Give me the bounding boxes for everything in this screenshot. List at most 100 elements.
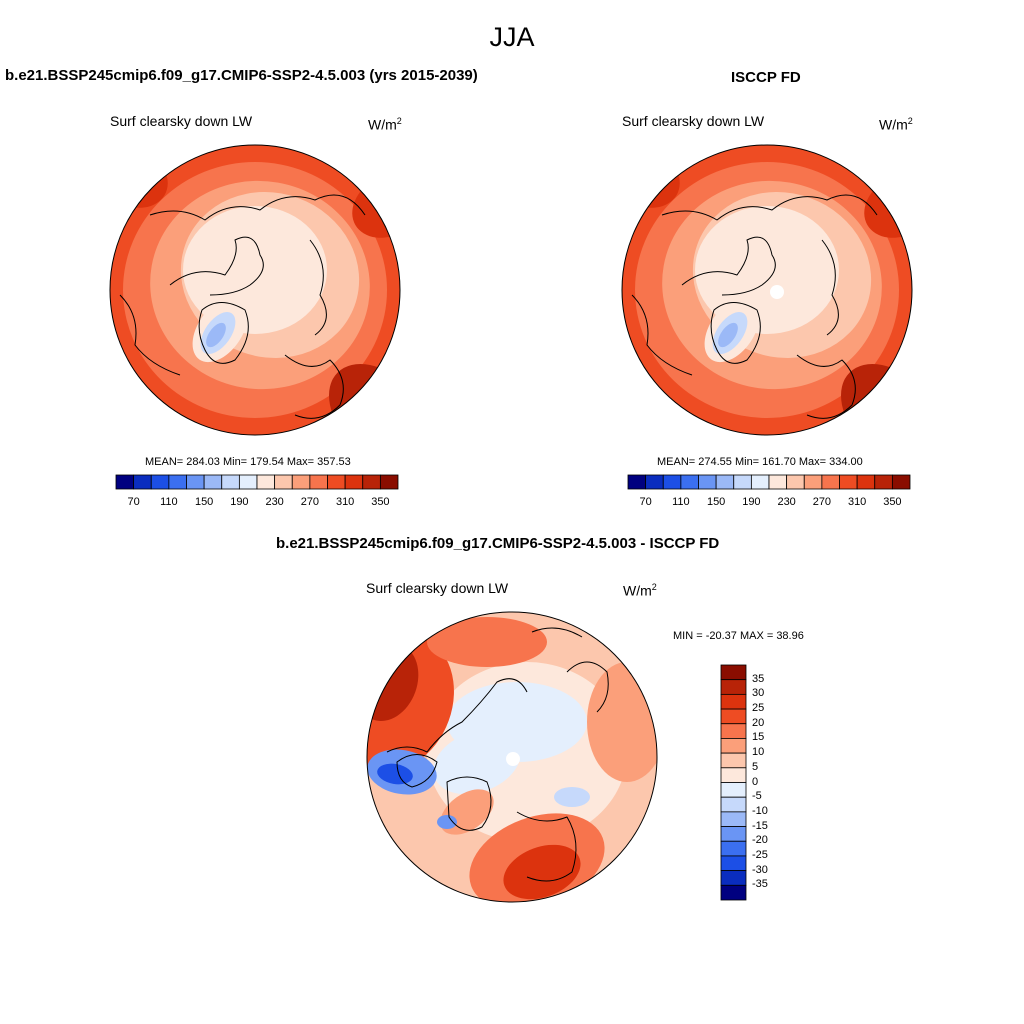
colorbar-box	[309, 474, 328, 490]
panel-model-units: W/m2	[368, 116, 402, 133]
colorbar-box	[856, 474, 876, 490]
panel-model-colorbar-ticks: 70 110 150 190 230 270 310 350	[116, 496, 398, 510]
panel-diff-units: W/m2	[623, 582, 657, 599]
colorbar-box	[645, 474, 664, 490]
coastline	[446, 776, 492, 831]
panel-diff-variable: Surf clearsky down LW	[366, 580, 509, 596]
colorbar-tick-label: 190	[230, 496, 249, 508]
colorbar-box	[720, 752, 747, 769]
colorbar-tick-label: 190	[742, 496, 761, 508]
colorbar-box	[627, 474, 647, 490]
colorbar-tick-label: 70	[639, 496, 652, 508]
coastline	[516, 811, 577, 882]
panel-diff-title: b.e21.BSSP245cmip6.f09_g17.CMIP6-SSP2-4.…	[276, 535, 720, 552]
colorbar-tick-label: 15	[752, 731, 765, 744]
coastline	[710, 302, 761, 364]
field-contour	[437, 815, 457, 829]
colorbar-box	[821, 474, 840, 490]
panel-obs-variable: Surf clearsky down LW	[622, 113, 765, 129]
colorbar-box	[720, 826, 747, 842]
coastline	[566, 661, 609, 713]
colorbar-tick-label: -20	[752, 834, 768, 847]
colorbar-tick-label: 350	[883, 496, 902, 508]
panel-obs-stats: MEAN= 274.55 Min= 161.70 Max= 334.00	[657, 456, 863, 468]
colorbar-box	[720, 708, 747, 725]
colorbar-tick-label: -15	[752, 819, 768, 832]
colorbar-box	[750, 474, 770, 490]
colorbar-box	[186, 474, 205, 490]
panel-obs-title: ISCCP FD	[731, 69, 801, 86]
colorbar-tick-label: 110	[672, 496, 690, 508]
colorbar-box	[344, 474, 364, 490]
colorbar-tick-label: -5	[752, 790, 762, 803]
map-border	[366, 611, 658, 903]
map-border	[109, 144, 401, 436]
panel-diff-colorbar-ticks: 35 30 25 20 15 10 5 0 -5 -10 -15 -20 -25 -30 -35	[752, 665, 792, 900]
panel-model-map	[109, 144, 401, 436]
colorbar-box	[720, 870, 747, 886]
colorbar-box	[720, 855, 747, 872]
colorbar-tick-label: 310	[335, 496, 355, 508]
colorbar-tick-label: -10	[752, 804, 768, 817]
panel-model-variable: Surf clearsky down LW	[110, 113, 253, 129]
colorbar-box	[874, 474, 893, 490]
colorbar-box	[733, 474, 752, 490]
colorbar-box	[720, 664, 747, 681]
field-contour	[503, 844, 581, 900]
colorbar-tick-label: 70	[127, 496, 140, 508]
colorbar-box	[168, 474, 187, 490]
colorbar-box	[238, 474, 258, 490]
colorbar-box	[362, 474, 381, 490]
colorbar-box	[150, 474, 170, 490]
coastline	[198, 302, 249, 364]
coastline	[386, 678, 528, 753]
colorbar-box	[379, 474, 399, 490]
panel-obs-map	[621, 144, 913, 436]
colorbar-tick-label: 25	[752, 702, 765, 715]
colorbar-box	[291, 474, 311, 490]
field-contour	[206, 322, 226, 348]
colorbar-box	[698, 474, 717, 490]
colorbar-box	[768, 474, 788, 490]
colorbar-box	[891, 474, 911, 490]
field-contour	[427, 617, 547, 667]
figure-title: JJA	[489, 22, 535, 52]
colorbar-tick-label: 30	[752, 687, 765, 700]
coastline	[681, 236, 776, 296]
colorbar-tick-label: 270	[812, 496, 832, 508]
field-contour	[718, 322, 738, 348]
panel-diff-map	[366, 611, 658, 903]
colorbar-tick-label: 5	[752, 760, 759, 773]
colorbar-box	[720, 782, 747, 798]
colorbar-tick-label: 20	[752, 716, 765, 729]
colorbar-tick-label: 270	[300, 496, 320, 508]
colorbar-box	[720, 723, 747, 739]
coastline	[631, 294, 693, 376]
colorbar-box	[786, 474, 805, 490]
colorbar-box	[720, 796, 747, 813]
colorbar-tick-label: -35	[752, 878, 768, 891]
coastline	[661, 194, 878, 221]
colorbar-box	[133, 474, 152, 490]
field-contour	[377, 763, 413, 785]
map-border	[621, 144, 913, 436]
colorbar-box	[720, 811, 747, 827]
colorbar-tick-label: 310	[847, 496, 867, 508]
panel-diff-stats: MIN = -20.37 MAX = 38.96	[673, 630, 804, 642]
panel-obs-units: W/m2	[879, 116, 913, 133]
colorbar-box	[720, 884, 747, 901]
panel-model-colorbar	[115, 474, 399, 490]
colorbar-box	[274, 474, 293, 490]
field-contour	[587, 662, 657, 782]
colorbar-box	[720, 840, 747, 857]
colorbar-box	[720, 767, 747, 783]
colorbar-box	[203, 474, 223, 490]
panel-diff-colorbar	[720, 664, 747, 901]
colorbar-box	[221, 474, 240, 490]
coastline	[119, 294, 181, 376]
colorbar-box	[720, 679, 747, 695]
colorbar-tick-label: 150	[194, 496, 214, 508]
coastline	[796, 354, 856, 419]
coastline	[309, 239, 327, 336]
colorbar-tick-label: 110	[160, 496, 178, 508]
